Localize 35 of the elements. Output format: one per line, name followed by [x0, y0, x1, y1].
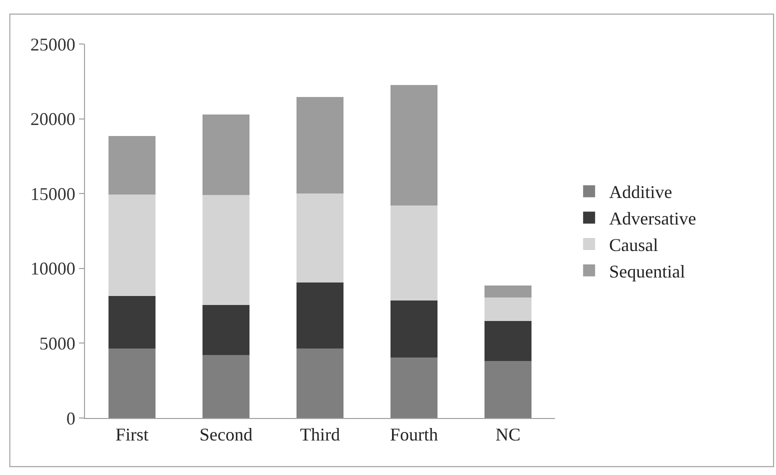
bar	[296, 97, 344, 194]
y-tick-label: 20000	[30, 109, 76, 130]
bar	[202, 305, 250, 356]
bar	[108, 296, 156, 348]
bar	[202, 195, 250, 306]
bar	[108, 348, 156, 418]
bar	[390, 85, 438, 206]
x-tick-label: Fourth	[390, 424, 438, 445]
y-tick-label: 0	[66, 408, 76, 428]
bar	[390, 300, 438, 358]
bar	[390, 206, 438, 301]
bar	[484, 298, 532, 321]
x-tick-label: Second	[200, 424, 252, 445]
bar	[202, 355, 250, 418]
x-tick-label: Third	[300, 424, 340, 445]
legend-label: Additive	[609, 182, 672, 202]
bar	[296, 194, 344, 283]
y-tick-label: 15000	[30, 184, 76, 204]
legend-label: Adversative	[609, 208, 696, 229]
bar	[484, 320, 532, 362]
bar	[202, 114, 250, 196]
bar	[296, 348, 344, 418]
legend-label: Causal	[609, 235, 658, 256]
bar	[484, 286, 532, 298]
y-tick-label: 10000	[30, 258, 76, 279]
bar	[108, 194, 156, 296]
x-tick-label: NC	[495, 424, 521, 445]
x-tick-label: First	[115, 424, 149, 445]
bar	[296, 282, 344, 348]
legend-label: Sequential	[609, 261, 686, 282]
bar	[108, 136, 156, 194]
y-tick-label: 25000	[30, 34, 76, 54]
bar	[390, 357, 438, 418]
bar	[484, 361, 532, 418]
y-tick-label: 5000	[39, 334, 76, 354]
